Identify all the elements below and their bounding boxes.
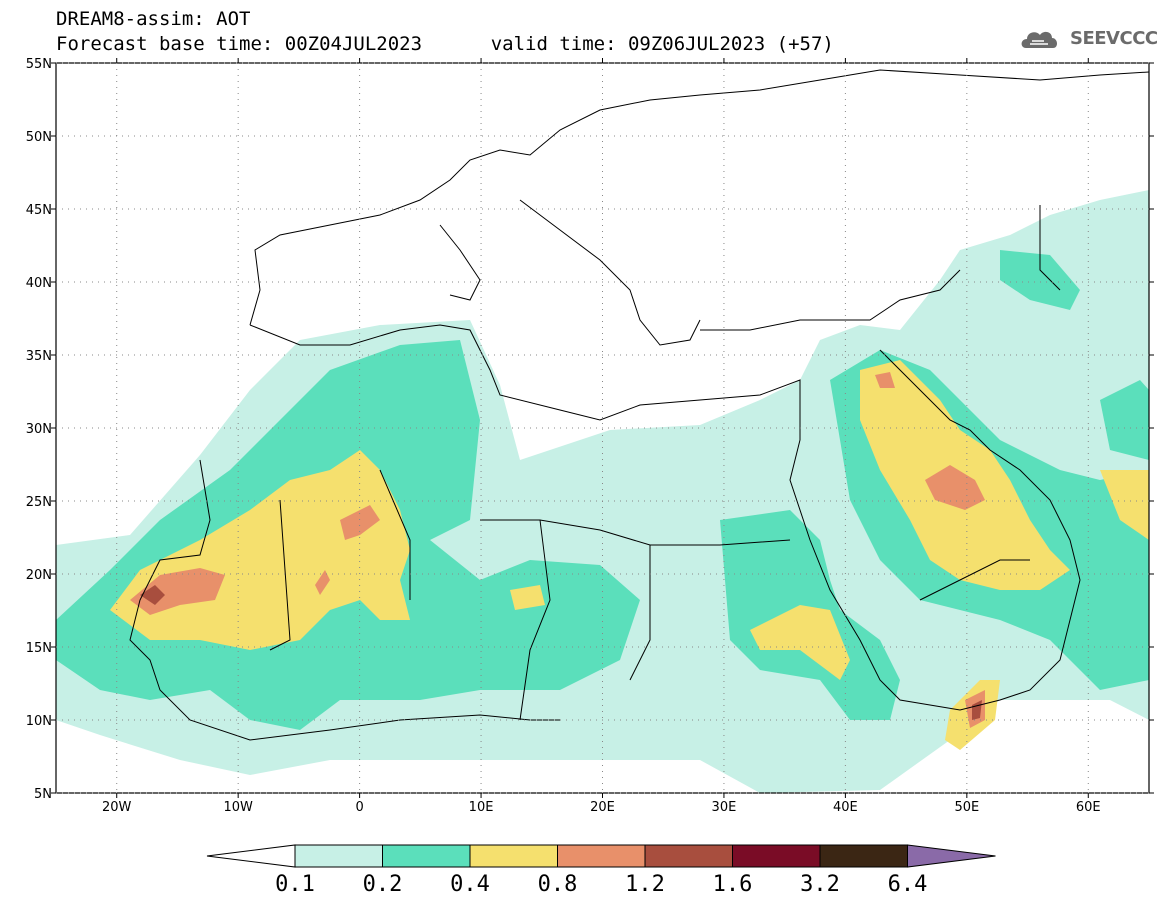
lon-tick-label: 30E xyxy=(712,800,737,815)
logo-text: SEEVCCC xyxy=(1070,28,1158,49)
lat-tick-label: 45N xyxy=(26,203,52,218)
lat-tick-label: 50N xyxy=(26,130,52,145)
lon-tick-label: 20E xyxy=(590,800,615,815)
colorbar-label: 1.2 xyxy=(625,872,665,897)
lat-tick-label: 15N xyxy=(26,641,52,656)
lat-tick-label: 25N xyxy=(26,495,52,510)
colorbar-segment xyxy=(382,844,471,868)
axis-ticks: 20W 10W 0 10E 20E 30E 40E 50E 60E 55N 50N 45N 40N 35N… xyxy=(26,57,1154,815)
colorbar-label: 0.4 xyxy=(450,872,490,897)
lat-tick-label: 20N xyxy=(26,568,52,583)
colorbar-segment xyxy=(557,844,646,868)
colorbar-label: 0.8 xyxy=(537,872,578,897)
coastlines xyxy=(129,69,1149,741)
lon-tick-label: 10E xyxy=(469,800,494,815)
chart-title: DREAM8-assim: AOT xyxy=(56,8,251,30)
colorbar-over-arrow xyxy=(907,844,996,868)
colorbar-label: 1.6 xyxy=(712,872,753,897)
lat-tick-label: 40N xyxy=(26,276,52,291)
colorbar xyxy=(206,844,996,868)
colorbar-label: 6.4 xyxy=(887,872,928,897)
lat-tick-label: 35N xyxy=(26,349,52,364)
lon-tick-label: 20W xyxy=(102,800,132,815)
valid-time: valid time: 09Z06JUL2023 (+57) xyxy=(490,33,834,55)
time-info: Forecast base time: 00Z04JUL2023 valid t… xyxy=(56,33,834,55)
aot-field xyxy=(56,190,1149,793)
lon-tick-label: 60E xyxy=(1076,800,1101,815)
colorbar-segment xyxy=(644,844,733,868)
lat-tick-label: 10N xyxy=(26,714,52,729)
lat-tick-label: 55N xyxy=(26,57,52,72)
colorbar-label: 3.2 xyxy=(800,872,840,897)
base-time: Forecast base time: 00Z04JUL2023 xyxy=(56,33,423,55)
colorbar-segment xyxy=(469,844,558,868)
lon-tick-label: 0 xyxy=(355,800,363,815)
colorbar-under-arrow xyxy=(206,844,296,868)
colorbar-label: 0.2 xyxy=(362,872,403,897)
colorbar-label: 0.1 xyxy=(275,872,315,897)
lon-tick-label: 40E xyxy=(833,800,858,815)
lon-tick-label: 10W xyxy=(223,800,253,815)
lat-tick-label: 5N xyxy=(34,787,52,802)
lat-tick-label: 30N xyxy=(26,422,52,437)
cloud-logo-icon xyxy=(1021,31,1058,48)
lon-tick-label: 50E xyxy=(954,800,979,815)
colorbar-segment xyxy=(819,844,908,868)
colorbar-segment xyxy=(732,844,821,868)
colorbar-segment xyxy=(294,844,383,868)
